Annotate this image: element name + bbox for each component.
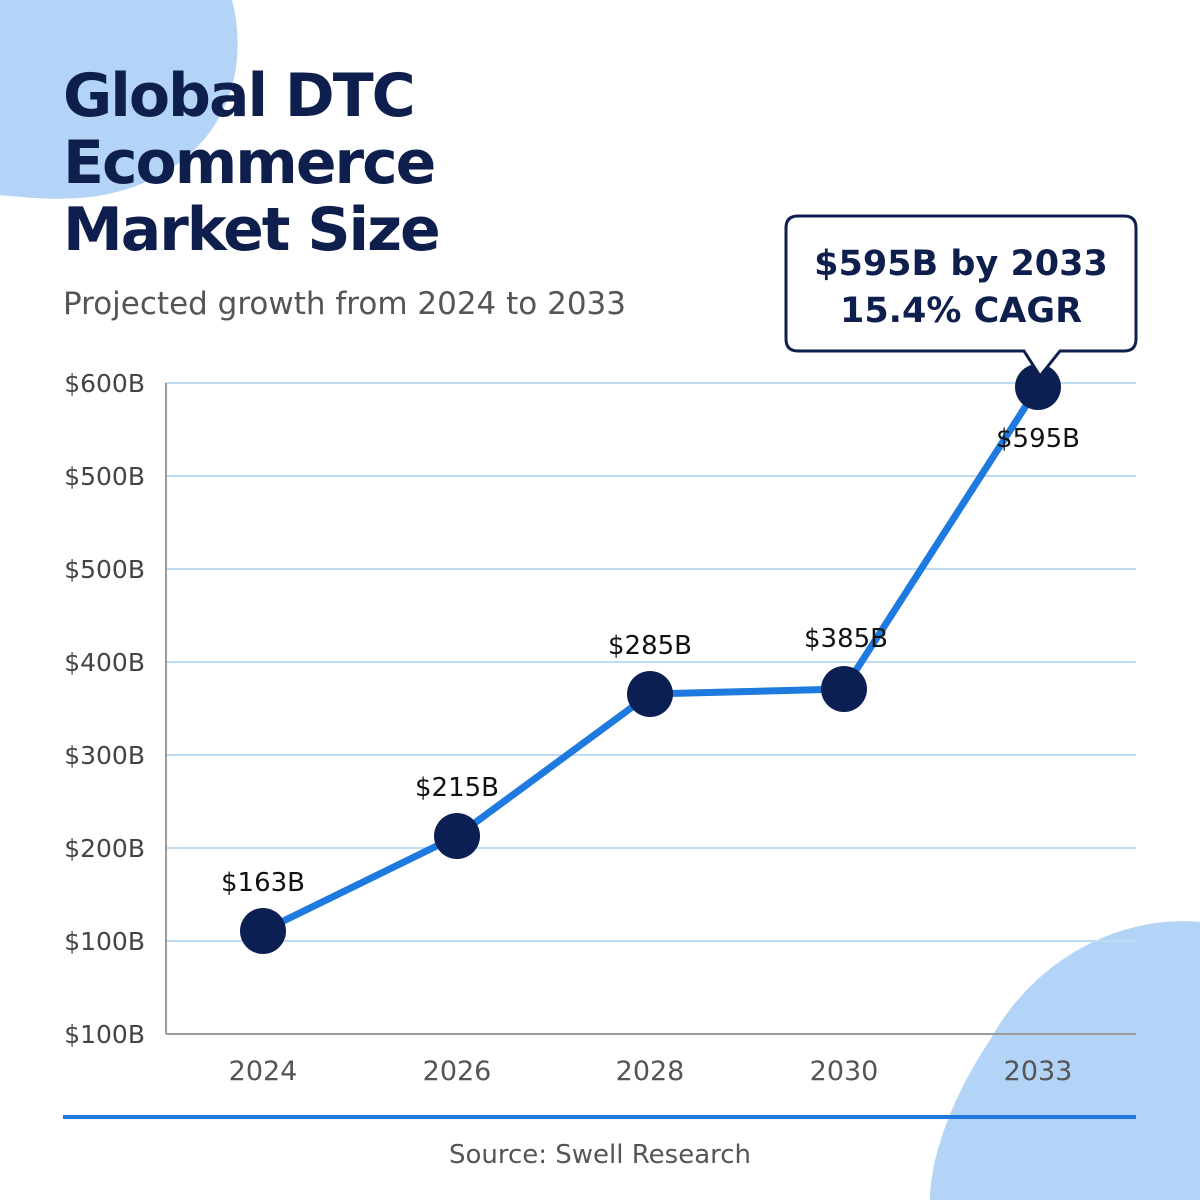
data-labels: $163B $215B $285B $385B $595B	[221, 424, 1080, 898]
data-point-marker	[240, 908, 286, 954]
x-tick-label: 2026	[423, 1056, 492, 1087]
y-tick-label: $300B	[64, 741, 145, 770]
data-point-marker	[627, 671, 673, 717]
chart-title-line-1: Global DTC	[63, 61, 414, 131]
chart-title-line-3: Market Size	[63, 195, 439, 265]
callout-box	[784, 214, 1138, 379]
decorative-blob-bottom-right	[930, 921, 1200, 1200]
y-tick-label: $200B	[64, 834, 145, 863]
y-tick-label: $600B	[64, 369, 145, 398]
y-tick-label: $100B	[64, 1020, 145, 1049]
data-point-label: $215B	[415, 773, 499, 803]
callout-line-1: $595B by 2033	[814, 244, 1108, 284]
y-tick-label: $100B	[64, 927, 145, 956]
data-point-label: $385B	[804, 624, 888, 654]
data-point-label: $595B	[996, 424, 1080, 454]
chart-title-line-2: Ecommerce	[63, 128, 434, 198]
y-tick-label: $500B	[64, 462, 145, 491]
y-tick-label: $400B	[64, 648, 145, 677]
x-tick-label: 2028	[616, 1056, 685, 1087]
series-markers	[240, 364, 1061, 954]
x-tick-label: 2033	[1004, 1056, 1073, 1087]
source-note: Source: Swell Research	[449, 1140, 751, 1170]
grid-lines	[166, 382, 1136, 942]
data-point-label: $285B	[608, 631, 692, 661]
data-point-marker	[434, 813, 480, 859]
x-tick-label: 2030	[810, 1056, 879, 1087]
data-point-marker	[1015, 364, 1061, 410]
data-point-label: $163B	[221, 868, 305, 898]
x-tick-label: 2024	[229, 1056, 298, 1087]
y-axis-ticks: $100B $100B $200B $300B $400B $500B $500B $600B	[64, 369, 145, 1049]
decorative-blob-top-left	[0, 0, 238, 199]
y-tick-label: $500B	[64, 555, 145, 584]
callout-line-2: 15.4% CAGR	[840, 291, 1082, 331]
chart-subtitle: Projected growth from 2024 to 2033	[63, 286, 626, 322]
x-axis-ticks: 2024 2026 2028 2030 2033	[229, 1056, 1073, 1087]
data-point-marker	[821, 666, 867, 712]
